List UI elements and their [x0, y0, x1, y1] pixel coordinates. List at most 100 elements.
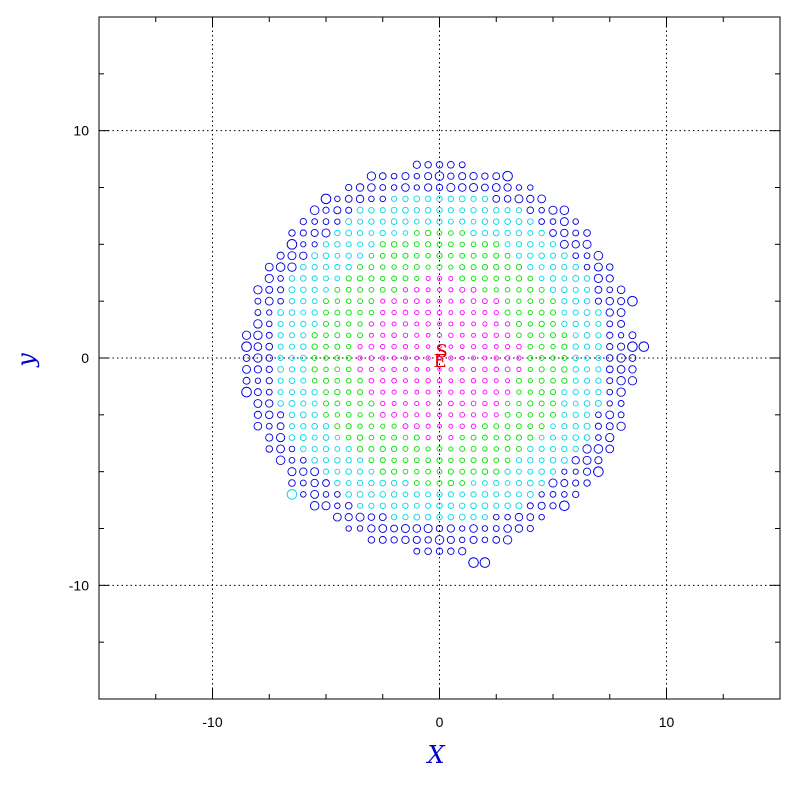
data-point-large — [627, 341, 638, 352]
data-point — [493, 298, 500, 305]
data-point — [594, 285, 603, 294]
data-point — [459, 491, 466, 498]
data-point — [412, 160, 421, 169]
data-point — [538, 491, 545, 498]
data-point — [413, 423, 420, 430]
data-point — [390, 491, 398, 498]
data-point — [424, 229, 432, 237]
data-point — [413, 184, 420, 191]
data-point — [481, 491, 489, 498]
data-point — [493, 355, 499, 361]
data-point — [458, 195, 466, 203]
data-point — [345, 183, 353, 192]
tick-labels: -10 0 10 -10 0 10 — [69, 123, 675, 730]
data-point — [288, 309, 296, 316]
data-point — [265, 377, 273, 385]
data-point — [482, 400, 488, 407]
data-point — [458, 513, 466, 521]
data-point — [437, 321, 442, 327]
data-point — [334, 286, 341, 293]
data-point — [559, 217, 569, 227]
data-point — [345, 525, 352, 532]
data-point — [423, 523, 433, 534]
data-point — [253, 421, 263, 431]
data-point — [380, 309, 386, 316]
data-point — [583, 479, 591, 487]
data-point — [288, 389, 295, 396]
data-point-large — [627, 295, 638, 307]
data-point — [368, 389, 375, 395]
data-point — [402, 218, 409, 225]
data-point — [459, 411, 466, 418]
data-point — [300, 491, 307, 498]
data-point — [323, 332, 329, 339]
data-point — [516, 355, 522, 361]
data-point — [584, 377, 591, 384]
data-point — [403, 389, 408, 395]
data-point — [413, 547, 421, 555]
data-point — [561, 298, 568, 305]
data-point — [345, 468, 352, 475]
data-point — [459, 344, 465, 350]
data-point — [572, 286, 579, 293]
data-point — [447, 172, 455, 180]
data-point-large — [241, 386, 252, 398]
data-point — [311, 298, 318, 305]
data-point — [471, 355, 477, 361]
data-point — [561, 434, 568, 441]
data-point — [470, 400, 477, 407]
data-point — [356, 490, 364, 498]
data-point — [412, 535, 421, 544]
data-point — [368, 457, 375, 464]
data-point — [254, 309, 262, 316]
data-point — [448, 400, 454, 407]
data-point — [425, 218, 432, 225]
data-point — [300, 343, 307, 350]
data-point — [345, 275, 352, 282]
data-point — [516, 389, 522, 395]
data-point — [345, 298, 352, 304]
data-point — [242, 364, 251, 374]
data-point — [458, 547, 467, 556]
data-point — [355, 183, 365, 192]
data-point — [493, 423, 500, 430]
data-point — [514, 194, 524, 204]
data-point — [549, 275, 557, 282]
data-point — [561, 355, 568, 361]
data-point — [470, 298, 477, 305]
data-point — [368, 434, 375, 441]
data-point — [550, 411, 556, 418]
data-point — [515, 445, 522, 452]
data-point — [481, 468, 489, 475]
data-point — [436, 480, 443, 486]
data-point — [505, 378, 511, 384]
data-point — [425, 275, 431, 281]
data-point — [572, 468, 579, 475]
data-point — [390, 479, 398, 487]
data-point — [391, 321, 397, 327]
data-point — [402, 264, 409, 271]
data-point — [391, 434, 398, 441]
data-point — [413, 207, 420, 214]
data-point — [253, 365, 262, 374]
data-point — [459, 434, 465, 441]
data-point — [561, 366, 568, 373]
data-point — [550, 298, 556, 305]
data-point — [368, 218, 375, 225]
data-point — [357, 252, 364, 259]
data-point-large — [286, 489, 298, 500]
data-point — [538, 241, 545, 248]
data-point — [447, 195, 455, 203]
data-point — [504, 400, 511, 407]
data-point — [402, 445, 409, 452]
data-point — [414, 332, 420, 338]
data-point — [345, 263, 352, 271]
data-point — [471, 321, 476, 327]
data-point — [595, 411, 602, 419]
data-point — [436, 264, 443, 270]
data-point — [414, 412, 420, 418]
data-point — [334, 332, 341, 339]
data-point — [300, 275, 307, 282]
data-point — [425, 344, 431, 349]
data-point — [345, 457, 352, 464]
